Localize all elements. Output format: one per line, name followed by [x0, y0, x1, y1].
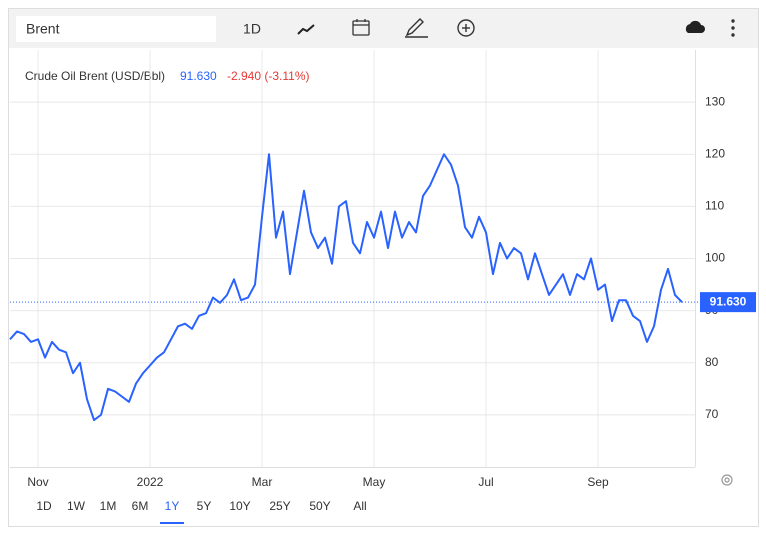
- x-tick-label: 2022: [137, 475, 164, 489]
- add-icon[interactable]: [457, 19, 475, 37]
- interval-button[interactable]: 1D: [243, 21, 261, 37]
- price-line: [9, 153, 683, 422]
- range-button[interactable]: 1M: [100, 499, 117, 513]
- search-box[interactable]: [16, 16, 216, 42]
- legend-title: Crude Oil Brent (USD/Bbl): [25, 69, 165, 83]
- y-tick-label: 110: [705, 199, 724, 213]
- y-tick-label: 100: [705, 251, 725, 265]
- x-tick-label: May: [363, 475, 386, 489]
- last-price-box: [700, 292, 756, 313]
- range-button[interactable]: 5Y: [197, 499, 212, 513]
- range-button[interactable]: 1Y: [165, 499, 180, 513]
- y-tick-label: 80: [705, 355, 719, 369]
- legend-price: 91.630: [180, 69, 217, 83]
- range-bar: 1D 1W 1M 6M 1Y 5Y 10Y 25Y 50Y All: [36, 499, 367, 524]
- range-button[interactable]: 10Y: [229, 499, 250, 513]
- y-tick-label: 130: [705, 94, 725, 108]
- frame: [8, 8, 759, 527]
- x-tick-label: Mar: [252, 475, 273, 489]
- calendar-icon[interactable]: [352, 19, 370, 36]
- search-text[interactable]: Brent: [26, 21, 60, 37]
- plot: 708090100110120130Nov2022MarMayJulSep91.…: [9, 50, 756, 489]
- menu-icon[interactable]: [731, 19, 735, 37]
- x-tick-label: Sep: [587, 475, 609, 489]
- range-button[interactable]: 6M: [132, 499, 149, 513]
- range-button[interactable]: 50Y: [309, 499, 330, 513]
- range-button[interactable]: 1W: [67, 499, 86, 513]
- range-button[interactable]: All: [353, 499, 366, 513]
- legend-change: -2.940 (-3.11%): [227, 69, 309, 83]
- settings-icon[interactable]: [721, 474, 733, 486]
- last-price-label: 91.630: [710, 294, 747, 308]
- chart-type-icon[interactable]: [297, 24, 315, 35]
- range-button[interactable]: 1D: [36, 499, 52, 513]
- download-icon[interactable]: [685, 20, 705, 33]
- draw-icon[interactable]: [405, 18, 428, 38]
- y-tick-label: 70: [705, 407, 719, 421]
- range-button[interactable]: 25Y: [269, 499, 290, 513]
- range-underline: [160, 522, 184, 524]
- y-tick-label: 120: [705, 146, 725, 160]
- x-tick-label: Nov: [27, 475, 48, 489]
- x-tick-label: Jul: [478, 475, 493, 489]
